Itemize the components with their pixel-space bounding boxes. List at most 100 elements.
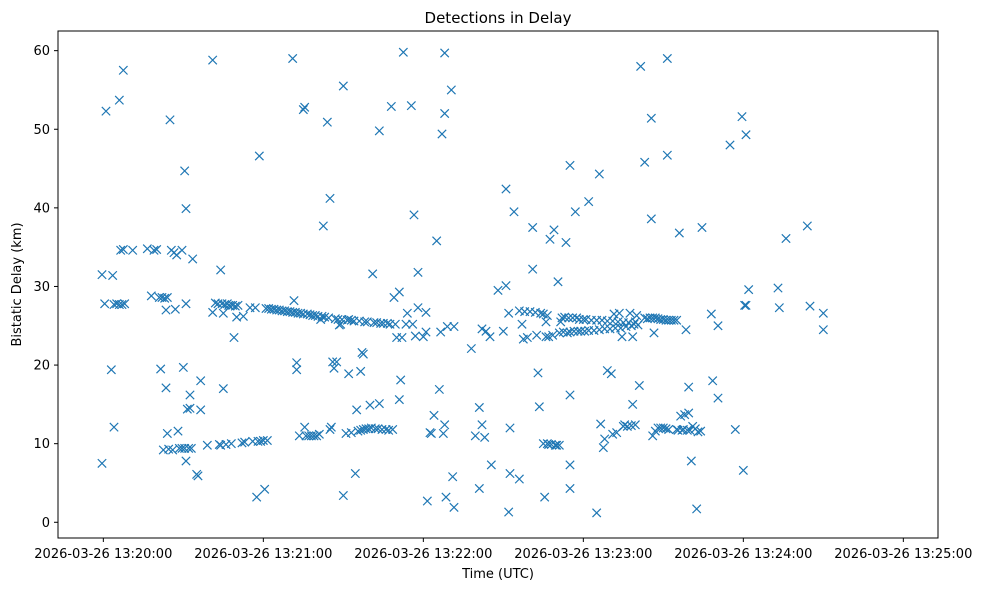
data-point [333, 314, 343, 325]
data-point [388, 424, 398, 435]
data-point [725, 140, 735, 150]
data-point [634, 380, 644, 391]
data-point [149, 245, 159, 255]
y-axis: 0 10 20 30 40 50 60 [33, 44, 58, 531]
data-point [706, 309, 716, 319]
data-point [288, 53, 298, 64]
data-point [802, 221, 812, 231]
data-point [170, 304, 180, 314]
data-point [573, 326, 583, 336]
data-point [434, 384, 444, 395]
data-point [486, 460, 496, 470]
data-point [178, 362, 188, 373]
data-point [368, 269, 378, 279]
data-point [309, 431, 319, 441]
data-point [640, 157, 650, 167]
data-point [522, 332, 532, 343]
data-point [606, 369, 616, 379]
data-point [402, 308, 412, 318]
data-point [314, 429, 324, 439]
data-point [578, 314, 588, 325]
data-point [617, 332, 627, 342]
data-point [598, 442, 608, 453]
chart-title: Detections in Delay [425, 9, 572, 27]
data-point [338, 81, 348, 91]
data-point [240, 437, 250, 447]
data-point [208, 55, 218, 65]
data-point [230, 301, 240, 311]
data-point [356, 425, 366, 435]
x-tick-label: 2026-03-26 13:23:00 [514, 547, 652, 562]
data-point [353, 426, 363, 436]
data-point [260, 484, 270, 494]
data-point [446, 85, 456, 95]
data-point [501, 184, 511, 194]
data-point [628, 399, 638, 409]
data-point [418, 332, 428, 342]
data-point [300, 422, 310, 432]
data-point [346, 315, 356, 325]
data-point [117, 299, 127, 310]
data-point [550, 440, 560, 450]
data-point [528, 264, 538, 274]
data-point [730, 424, 740, 435]
data-point [658, 423, 668, 433]
y-tick-label: 30 [33, 280, 50, 295]
data-point [440, 420, 450, 430]
data-point [177, 443, 187, 454]
y-axis-label: Bistatic Delay (km) [10, 222, 25, 346]
data-point [493, 285, 503, 296]
data-point [208, 307, 218, 318]
data-point [661, 424, 671, 434]
data-point [398, 47, 408, 57]
data-point [565, 390, 575, 400]
data-point [421, 307, 431, 318]
data-point [504, 507, 514, 517]
data-point [553, 277, 563, 287]
data-point [646, 113, 656, 123]
data-point [549, 225, 559, 235]
x-tick-label: 2026-03-26 13:22:00 [354, 547, 492, 562]
data-point [632, 310, 642, 321]
data-point [118, 65, 128, 75]
y-tick-label: 40 [33, 201, 50, 216]
data-point [741, 130, 751, 140]
data-point [646, 214, 656, 224]
data-point [237, 438, 247, 448]
data-point [410, 331, 420, 341]
data-point [364, 424, 374, 434]
data-point [292, 365, 302, 375]
data-point [545, 234, 555, 244]
data-point [781, 233, 791, 244]
data-point [514, 474, 524, 484]
data-point [181, 299, 191, 309]
data-point [202, 440, 212, 450]
data-point [630, 420, 640, 430]
data-point [160, 293, 170, 303]
data-point [533, 368, 543, 378]
data-point [356, 366, 366, 376]
data-point [300, 102, 310, 112]
data-point [101, 106, 111, 116]
data-point [614, 308, 624, 318]
data-point [440, 48, 450, 58]
data-point [165, 115, 175, 125]
data-point [180, 443, 190, 454]
data-point [774, 303, 784, 313]
data-point [312, 431, 322, 441]
data-point [118, 244, 128, 255]
data-point [292, 358, 302, 368]
data-point [686, 456, 696, 466]
data-point [474, 402, 484, 413]
data-point [185, 390, 195, 400]
data-point [413, 303, 423, 313]
data-point [326, 422, 336, 432]
data-point [108, 270, 118, 281]
data-point [156, 364, 166, 374]
data-point [773, 283, 783, 293]
data-point [401, 319, 411, 329]
data-point [318, 221, 328, 231]
data-point [409, 210, 419, 220]
data-point [669, 315, 679, 325]
data-point [436, 327, 446, 337]
